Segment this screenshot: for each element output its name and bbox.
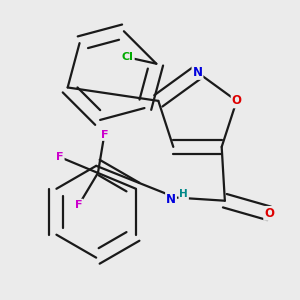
Text: O: O xyxy=(232,94,242,107)
Text: H: H xyxy=(179,189,188,200)
Text: Cl: Cl xyxy=(122,52,134,62)
Text: O: O xyxy=(264,207,274,220)
Text: F: F xyxy=(75,200,83,210)
Text: N: N xyxy=(166,193,176,206)
Text: F: F xyxy=(100,130,108,140)
Text: N: N xyxy=(193,66,202,79)
Text: F: F xyxy=(56,152,64,162)
